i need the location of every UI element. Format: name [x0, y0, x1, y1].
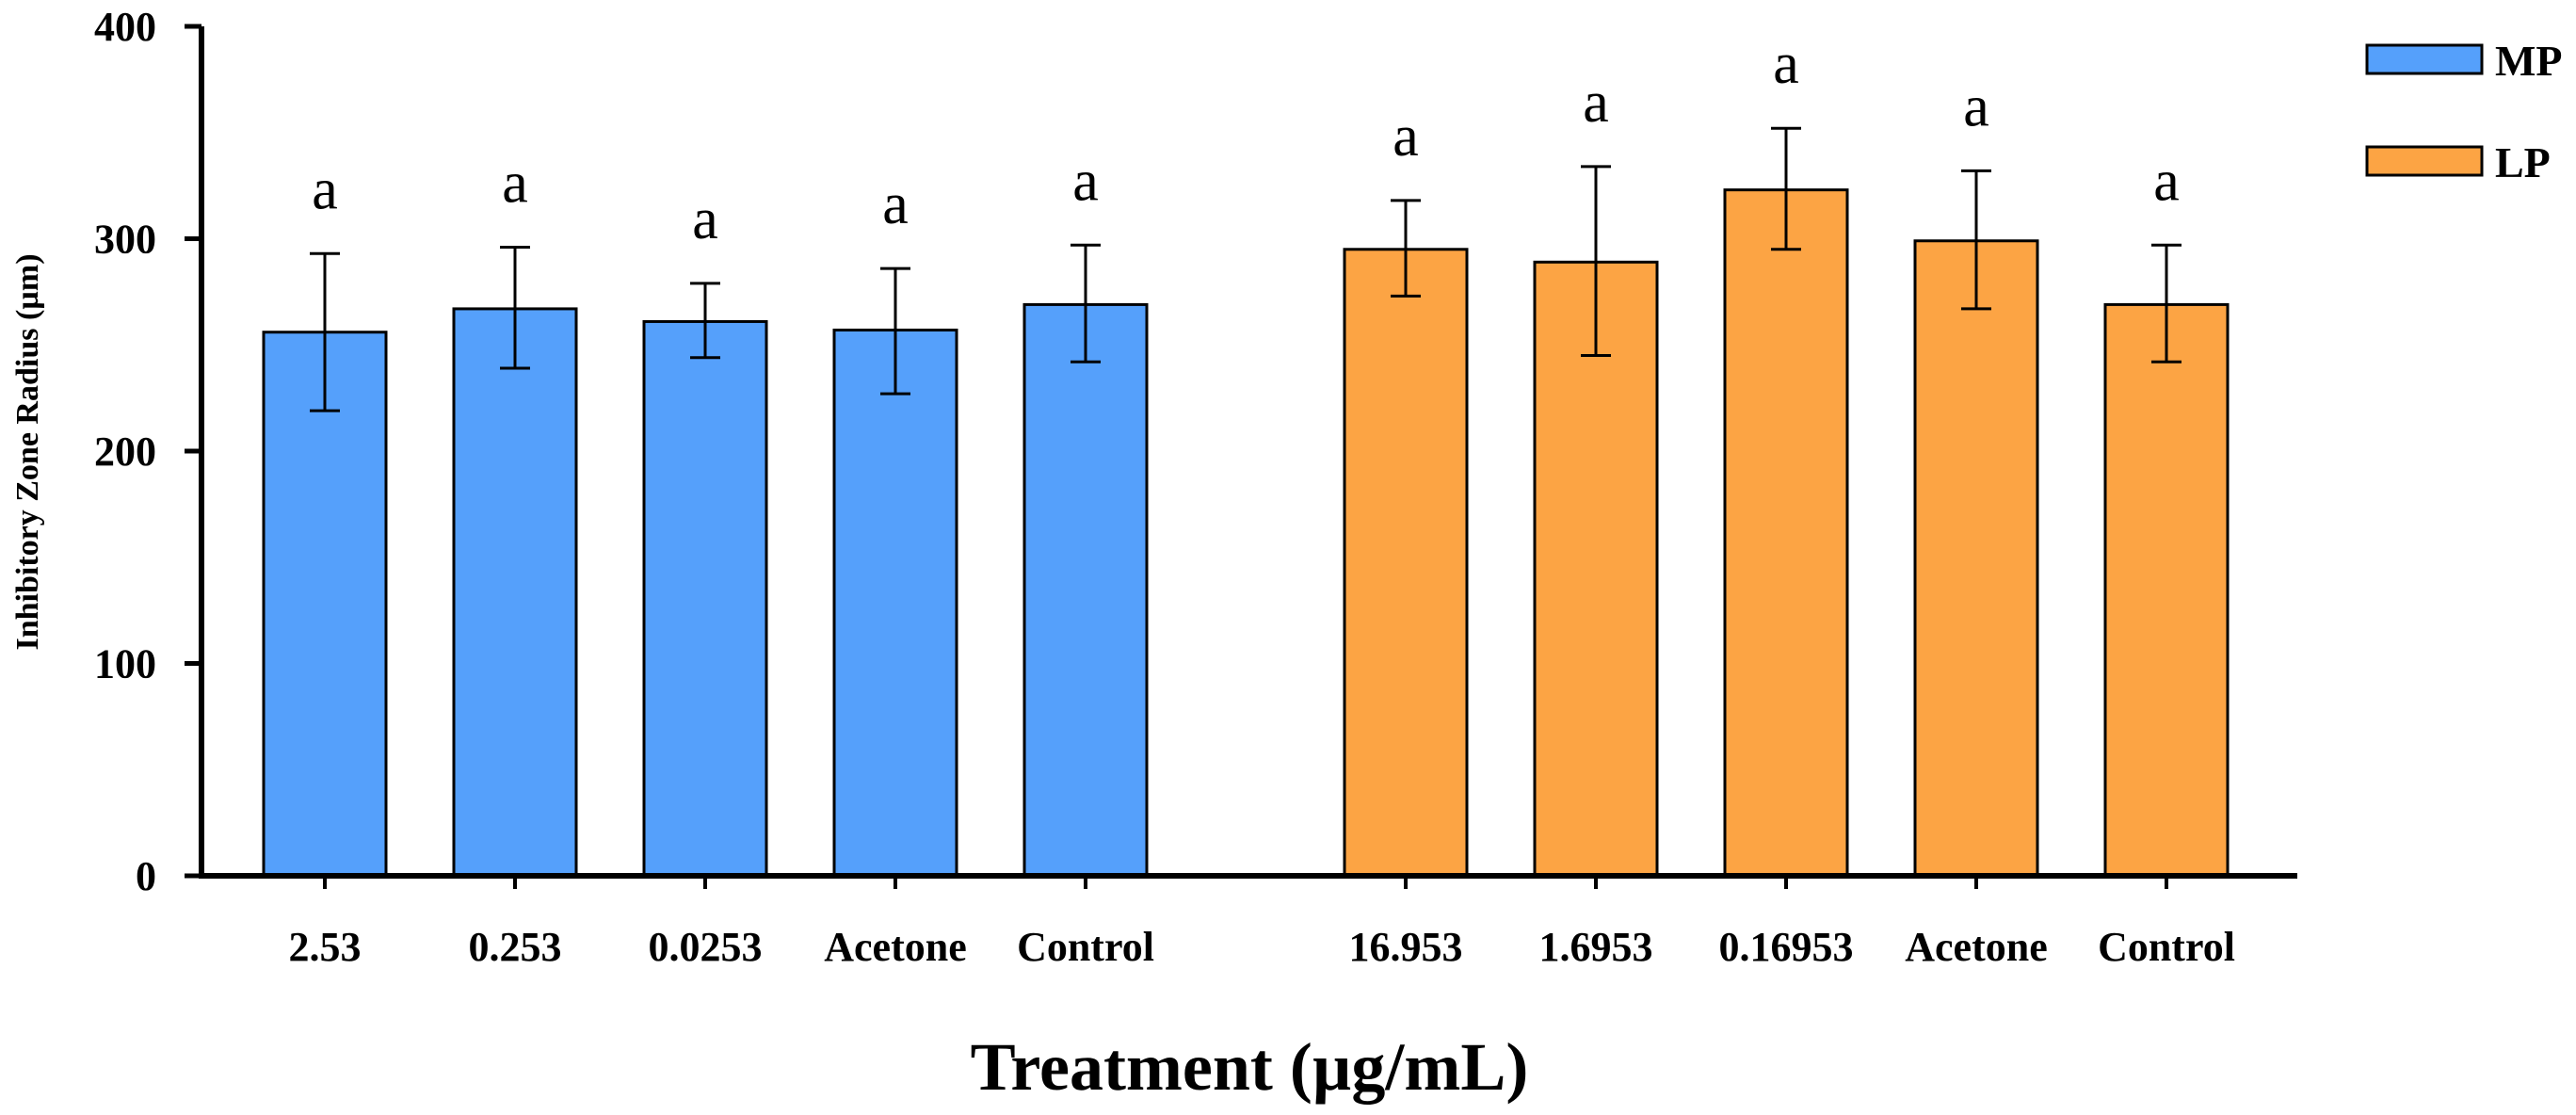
y-tick-label: 200	[94, 428, 156, 475]
significance-letter: a	[1583, 71, 1609, 135]
significance-letter: a	[1072, 149, 1099, 213]
bar-mp-3	[642, 319, 768, 878]
y-ticks: 0 100 200 300 400	[94, 4, 201, 899]
x-tick-label: Control	[1017, 924, 1154, 970]
bar-lp-4	[1913, 239, 2039, 878]
x-tick-label: 16.953	[1349, 924, 1463, 970]
legend-swatch-mp	[2365, 43, 2484, 75]
legend: MP LP	[2365, 37, 2563, 186]
bar-lp-1	[1343, 248, 1469, 878]
bars-layer: a a a a a a a a a a	[262, 32, 2230, 878]
bar-mp-5	[1022, 302, 1149, 878]
y-tick-label: 0	[136, 853, 156, 899]
x-tick-label: Acetone	[1905, 924, 2048, 970]
y-tick-label: 400	[94, 4, 156, 50]
x-tick-label: 1.6953	[1539, 924, 1653, 970]
y-tick-label: 300	[94, 217, 156, 263]
significance-letter: a	[2153, 149, 2180, 213]
error-bar-lp-1	[1391, 199, 1421, 298]
significance-letter: a	[1773, 32, 1799, 96]
x-tick-label: 0.0253	[649, 924, 763, 970]
error-bar-lp-4	[1961, 169, 1991, 311]
bar-mp-4	[832, 328, 958, 878]
bar-lp-5	[2103, 302, 2230, 878]
significance-letter: a	[882, 172, 909, 236]
significance-letter: a	[1393, 105, 1419, 169]
significance-letter: a	[502, 152, 528, 216]
bar-lp-3	[1723, 188, 1849, 878]
x-ticks: 2.53 0.253 0.0253 Acetone Control 16.953 1.695…	[289, 876, 2235, 970]
x-tick-label: 2.53	[289, 924, 362, 970]
y-tick-label: 100	[94, 641, 156, 687]
error-bar-lp-2	[1581, 165, 1611, 358]
significance-letter: a	[312, 157, 338, 221]
significance-letter: a	[692, 187, 718, 251]
x-tick-label: 0.253	[469, 924, 562, 970]
legend-swatch-lp	[2365, 145, 2484, 177]
error-bar-mp-5	[1071, 243, 1101, 364]
error-bar-mp-1	[310, 251, 340, 412]
error-bar-mp-2	[500, 246, 530, 370]
bar-mp-1	[262, 331, 388, 878]
bar-mp-2	[452, 307, 578, 878]
significance-letter: a	[1963, 74, 1989, 138]
x-tick-label: 0.16953	[1719, 924, 1854, 970]
error-bar-lp-3	[1771, 126, 1801, 251]
error-bar-lp-5	[2151, 243, 2182, 364]
x-tick-label: Acetone	[824, 924, 967, 970]
error-bar-mp-4	[880, 267, 910, 396]
legend-label-mp: MP	[2495, 37, 2563, 85]
y-axis-title: Inhibitory Zone Radius (µm)	[10, 253, 45, 650]
error-bar-mp-3	[690, 282, 720, 360]
legend-label-lp: LP	[2495, 138, 2551, 186]
x-axis-title: Treatment (µg/mL)	[971, 1029, 1529, 1105]
x-tick-label: Control	[2098, 924, 2235, 970]
